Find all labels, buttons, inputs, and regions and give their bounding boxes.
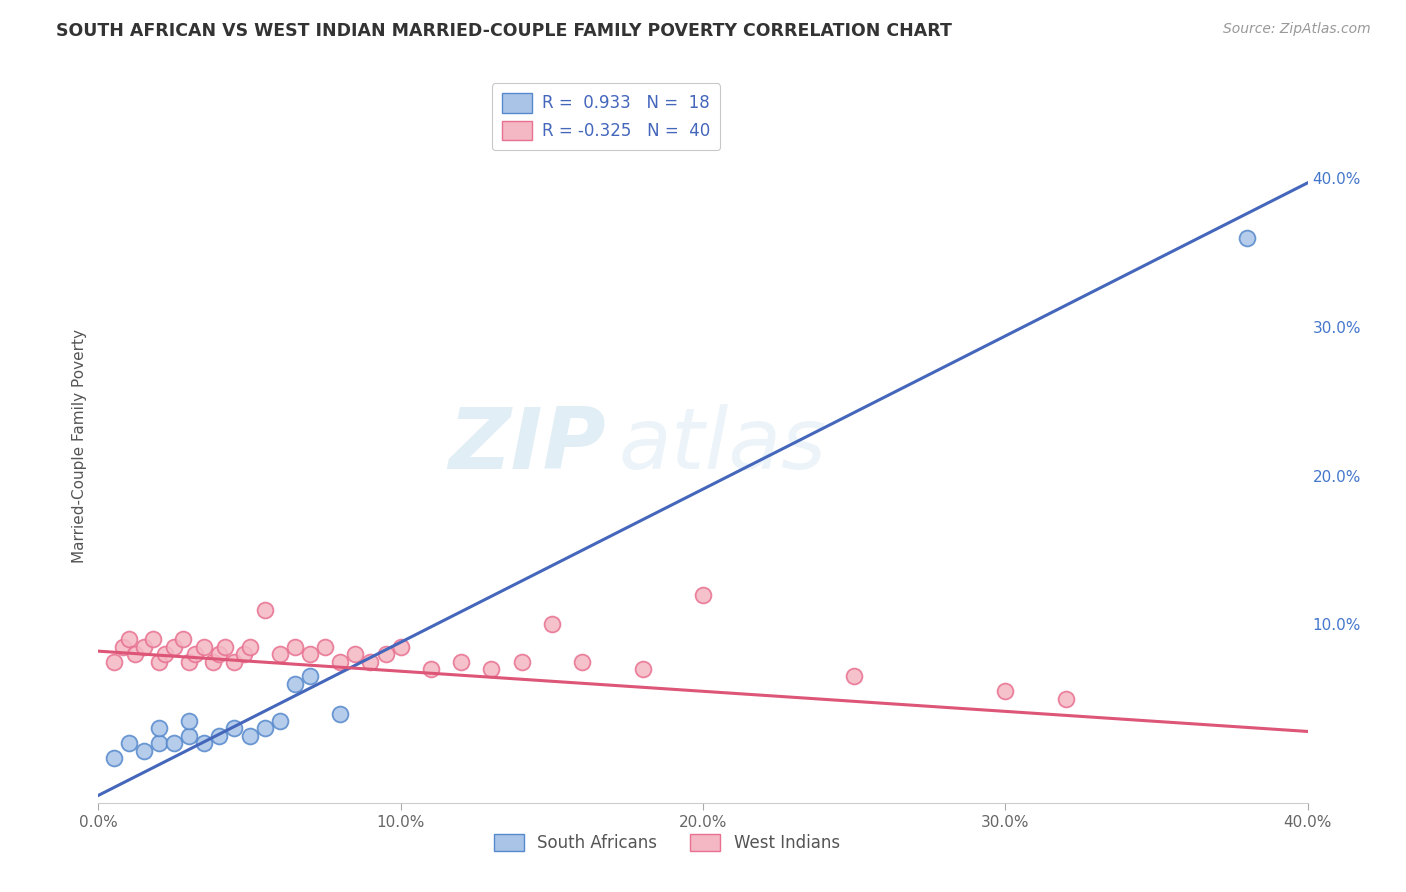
Point — [239, 640, 262, 654]
Point — [224, 655, 246, 669]
Point — [232, 647, 254, 661]
Point — [284, 640, 307, 654]
Point — [299, 669, 322, 683]
Point — [179, 714, 201, 728]
Point — [193, 640, 215, 654]
Point — [103, 655, 125, 669]
Point — [344, 647, 367, 661]
Point — [540, 617, 562, 632]
Point — [692, 588, 714, 602]
Point — [269, 647, 291, 661]
Point — [510, 655, 533, 669]
Point — [172, 632, 194, 647]
Point — [148, 655, 170, 669]
Legend: South Africans, West Indians: South Africans, West Indians — [486, 827, 846, 859]
Point — [208, 729, 231, 743]
Point — [184, 647, 207, 661]
Point — [202, 655, 225, 669]
Text: Source: ZipAtlas.com: Source: ZipAtlas.com — [1223, 22, 1371, 37]
Point — [214, 640, 236, 654]
Point — [153, 647, 176, 661]
Point — [103, 751, 125, 765]
Point — [299, 647, 322, 661]
Point — [163, 640, 186, 654]
Point — [1054, 691, 1077, 706]
Point — [148, 736, 170, 750]
Point — [239, 729, 262, 743]
Point — [1236, 231, 1258, 245]
Point — [163, 736, 186, 750]
Point — [994, 684, 1017, 698]
Point — [148, 722, 170, 736]
Point — [142, 632, 165, 647]
Point — [314, 640, 336, 654]
Point — [450, 655, 472, 669]
Point — [118, 632, 141, 647]
Point — [224, 722, 246, 736]
Point — [631, 662, 654, 676]
Y-axis label: Married-Couple Family Poverty: Married-Couple Family Poverty — [72, 329, 87, 563]
Point — [329, 655, 352, 669]
Point — [571, 655, 593, 669]
Point — [360, 655, 382, 669]
Point — [329, 706, 352, 721]
Point — [253, 722, 276, 736]
Text: ZIP: ZIP — [449, 404, 606, 488]
Text: atlas: atlas — [619, 404, 827, 488]
Point — [132, 744, 155, 758]
Point — [193, 736, 215, 750]
Point — [420, 662, 443, 676]
Point — [111, 640, 134, 654]
Point — [253, 602, 276, 616]
Point — [284, 677, 307, 691]
Text: SOUTH AFRICAN VS WEST INDIAN MARRIED-COUPLE FAMILY POVERTY CORRELATION CHART: SOUTH AFRICAN VS WEST INDIAN MARRIED-COU… — [56, 22, 952, 40]
Point — [481, 662, 503, 676]
Point — [179, 729, 201, 743]
Point — [208, 647, 231, 661]
Point — [179, 655, 201, 669]
Point — [132, 640, 155, 654]
Point — [374, 647, 396, 661]
Point — [124, 647, 146, 661]
Point — [844, 669, 866, 683]
Point — [269, 714, 291, 728]
Point — [118, 736, 141, 750]
Point — [389, 640, 412, 654]
